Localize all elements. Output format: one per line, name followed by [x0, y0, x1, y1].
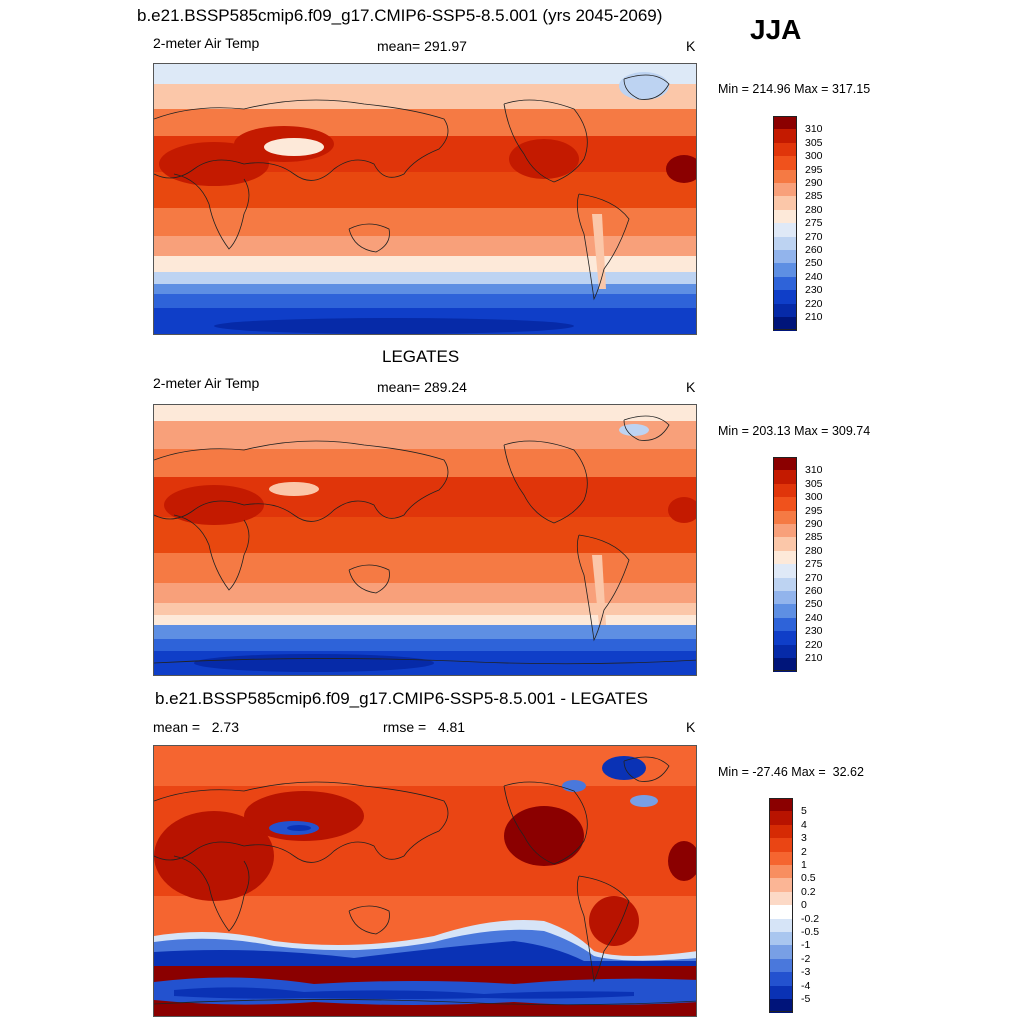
- panel-minmax: Min = 203.13 Max = 309.74: [718, 424, 871, 438]
- panel-units-label: K: [686, 379, 696, 395]
- figure-title: b.e21.BSSP585cmip6.f09_g17.CMIP6-SSP5-8.…: [137, 6, 663, 25]
- colorbar-tick-label: -0.2: [801, 912, 820, 925]
- colorbar-tick-label: 220: [805, 638, 823, 651]
- colorbar-tick-label: -2: [801, 952, 811, 965]
- colorbar-tick-label: 5: [801, 805, 807, 818]
- colorbar-tick-label: -3: [801, 966, 811, 979]
- panel-minmax: Min = -27.46 Max = 32.62: [718, 765, 864, 779]
- colorbar-tick-label: -1: [801, 939, 811, 952]
- colorbar-frame: [773, 116, 797, 331]
- colorbar-frame: [773, 457, 797, 672]
- colorbar-tick-label: 310: [805, 123, 823, 136]
- colorbar-tick-label: 290: [805, 518, 823, 530]
- colorbar-tick-label: -5: [801, 993, 811, 1005]
- colorbar-tick-label: 285: [805, 190, 823, 203]
- season-label: JJA: [750, 14, 802, 45]
- colorbar-tick-label: 230: [805, 284, 823, 297]
- colorbar-tick-label: 285: [805, 531, 823, 544]
- colorbar-tick-label: 0.5: [801, 872, 816, 885]
- colorbar-tick-label: 0: [801, 899, 807, 912]
- colorbar-tick-label: 290: [805, 177, 823, 189]
- map-model-field: [154, 64, 696, 334]
- colorbar-tick-label: 0.2: [801, 885, 816, 898]
- panel-mean-label: mean = 2.73: [153, 719, 240, 735]
- panel-mean-label: mean= 291.97: [377, 38, 467, 54]
- colorbar-tick-label: 305: [805, 136, 823, 149]
- colorbar-tick-label: -0.5: [801, 926, 820, 938]
- colorbar-tick-label: 295: [805, 163, 823, 176]
- colorbar-tick-label: 230: [805, 625, 823, 638]
- colorbar-tick-label: 280: [805, 544, 823, 557]
- colorbar-tick-label: 260: [805, 244, 823, 256]
- map-diff: [153, 745, 697, 1017]
- colorbar-tick-label: 310: [805, 464, 823, 477]
- map-diff-field: [154, 746, 696, 1016]
- map-obs: [153, 404, 697, 676]
- panel-rmse-label: rmse = 4.81: [383, 719, 466, 735]
- colorbar-tick-label: 305: [805, 477, 823, 490]
- panel-minmax: Min = 214.96 Max = 317.15: [718, 82, 871, 96]
- colorbar-tick-label: 220: [805, 297, 823, 310]
- panel-mean-label: mean= 289.24: [377, 379, 467, 395]
- panel-units-label: K: [686, 38, 696, 54]
- colorbar-tick-label: 4: [801, 818, 807, 831]
- panel-title: LEGATES: [382, 347, 460, 366]
- colorbar-tick-label: 2: [801, 845, 807, 858]
- colorbar-tick-label: 275: [805, 217, 823, 230]
- colorbar-tick-label: 300: [805, 491, 823, 504]
- colorbar-tick-label: 250: [805, 257, 823, 270]
- map-model: [153, 63, 697, 335]
- panel-variable-label: 2-meter Air Temp: [153, 35, 260, 51]
- colorbar-tick-label: 300: [805, 150, 823, 163]
- colorbar-tick-label: 250: [805, 598, 823, 611]
- colorbar-tick-label: 260: [805, 585, 823, 597]
- colorbar-tick-label: 270: [805, 230, 823, 243]
- colorbar-tick-label: 240: [805, 611, 823, 624]
- colorbar-tick-label: 270: [805, 571, 823, 584]
- map-obs-field: [154, 405, 696, 675]
- colorbar-frame: [769, 798, 793, 1013]
- colorbar-tick-label: 210: [805, 652, 823, 664]
- colorbar-tick-label: 295: [805, 504, 823, 517]
- colorbar-tick-label: 240: [805, 270, 823, 283]
- colorbar-tick-label: 275: [805, 558, 823, 571]
- colorbar-tick-label: 210: [805, 311, 823, 323]
- panel-title: b.e21.BSSP585cmip6.f09_g17.CMIP6-SSP5-8.…: [155, 689, 648, 708]
- panel-variable-label: 2-meter Air Temp: [153, 375, 260, 391]
- panel-units-label: K: [686, 719, 696, 735]
- colorbar-tick-label: 280: [805, 203, 823, 216]
- colorbar-tick-label: -4: [801, 979, 811, 992]
- colorbar-tick-label: 3: [801, 832, 807, 845]
- colorbar-tick-label: 1: [801, 859, 807, 871]
